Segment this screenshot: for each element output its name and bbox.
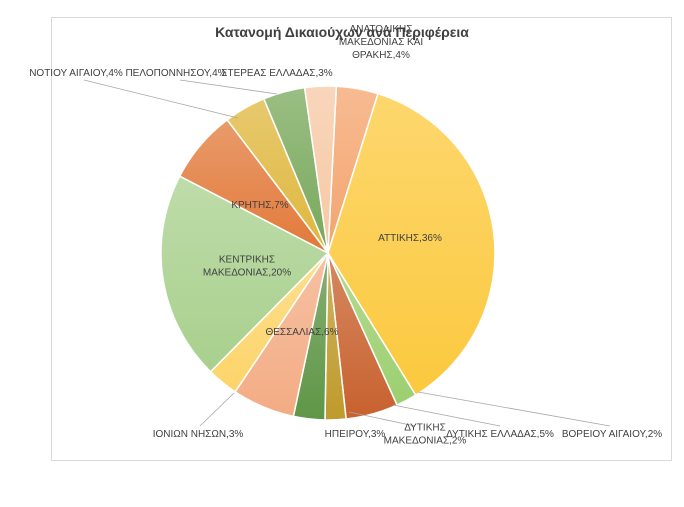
data-label: ΝΟΤΙΟΥ ΑΙΓΑΙΟΥ,4% (29, 68, 123, 79)
data-label: ΑΤΤΙΚΗΣ,36% (378, 233, 442, 244)
data-label: ΘΕΣΣΑΛΙΑΣ,6% (265, 327, 338, 338)
data-label: ΙΟΝΙΩΝ ΝΗΣΩΝ,3% (153, 429, 244, 440)
data-label: ΑΝΑΤΟΛΙΚΗΣ ΜΑΚΕΔΟΝΙΑΣ ΚΑΙ ΘΡΑΚΗΣ,4% (339, 24, 423, 61)
data-label: ΠΕΛΟΠΟΝΝΗΣΟΥ,4% (125, 68, 226, 79)
data-label: ΔΥΤΙΚΗΣ ΜΑΚΕΔΟΝΙΑΣ,2% (384, 423, 467, 447)
data-label: ΚΕΝΤΡΙΚΗΣ ΜΑΚΕΔΟΝΙΑΣ,20% (203, 255, 291, 279)
leader-line (199, 392, 235, 427)
data-label: ΔΥΤΙΚΗΣ ΕΛΛΑΔΑΣ,5% (446, 429, 554, 440)
data-label: ΣΤΕΡΕΑΣ ΕΛΛΑΔΑΣ,3% (221, 68, 333, 79)
chart-title: Κατανομή Δικαιούχων ανά Περιφέρεια (215, 24, 469, 40)
leader-line (417, 391, 611, 427)
leader-line (348, 411, 416, 427)
leader-line (392, 404, 501, 427)
data-label: ΗΠΕΙΡΟΥ,3% (325, 429, 386, 440)
leader-line (83, 79, 239, 119)
chart-frame (51, 17, 672, 461)
pie-slice (160, 175, 330, 373)
data-label: ΒΟΡΕΙΟΥ ΑΙΓΑΙΟΥ,2% (562, 429, 662, 440)
leader-line (179, 79, 278, 95)
data-label: ΚΡΗΤΗΣ,7% (231, 200, 288, 211)
pie-slice (303, 85, 338, 254)
